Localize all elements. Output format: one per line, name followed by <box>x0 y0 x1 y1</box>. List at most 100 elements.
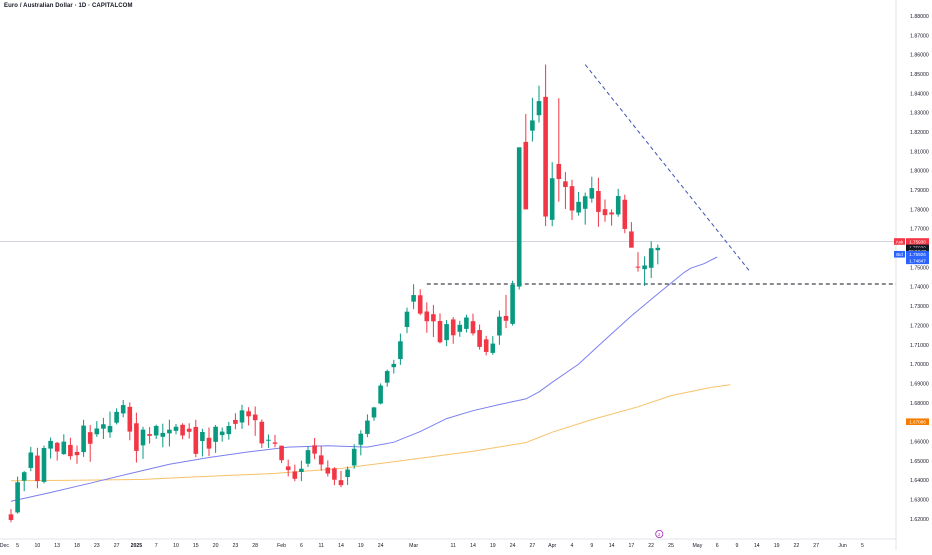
x-tick-label: 19 <box>490 543 496 549</box>
price-label-tag <box>894 250 905 258</box>
x-tick-label: 24 <box>510 543 516 549</box>
price-label-value: 1.67086 <box>909 420 926 425</box>
candle-body <box>35 455 40 482</box>
candle-body <box>536 101 542 116</box>
x-tick-label: 27 <box>813 543 819 549</box>
y-tick-label: 1.85000 <box>910 72 929 78</box>
y-tick-label: 1.62000 <box>910 517 929 523</box>
candle-body <box>8 514 14 520</box>
candle-body <box>398 341 403 360</box>
candle-body <box>549 178 555 220</box>
candle-body <box>345 469 350 478</box>
y-tick-label: 1.63000 <box>910 497 929 503</box>
x-tick-label: 7 <box>155 543 158 549</box>
candle-body <box>167 429 172 434</box>
x-tick-label: 11 <box>451 543 456 549</box>
candle-body <box>503 315 509 321</box>
candle-body <box>569 186 575 211</box>
x-tick-label: 24 <box>378 543 384 549</box>
x-tick-label: 28 <box>252 543 258 549</box>
y-tick-label: 1.73000 <box>910 304 929 310</box>
candle-body <box>279 445 284 461</box>
candle-body <box>424 311 430 322</box>
price-label-value: 1.75926 <box>909 252 926 257</box>
candle-body <box>15 482 20 513</box>
candle-body <box>120 405 126 414</box>
candle-body <box>114 411 119 423</box>
price-label-value: 1.75930 <box>909 239 926 244</box>
candle-body <box>127 406 133 432</box>
price-label: Bid 1.75926 <box>894 250 929 258</box>
event-marker-icon <box>655 530 664 539</box>
y-tick-label: 1.82000 <box>910 130 929 136</box>
candle-body <box>292 471 298 479</box>
candle-body <box>615 196 621 215</box>
candle-body <box>180 424 185 436</box>
candle-body <box>153 425 159 436</box>
x-tick-label: 5 <box>16 543 19 549</box>
x-tick-label: 2025 <box>131 543 143 549</box>
x-tick-label: May <box>692 543 702 549</box>
candle-body <box>68 444 73 457</box>
candle-body <box>299 468 304 473</box>
candle-body <box>186 428 192 432</box>
price-label: Ask 1.75930 <box>894 238 929 245</box>
x-tick-label: 10 <box>35 543 41 549</box>
candle-body <box>457 324 463 332</box>
x-tick-label: 22 <box>648 543 654 549</box>
candle-body <box>655 247 661 251</box>
candle-body <box>384 371 390 383</box>
event-marker-label: 2 <box>658 532 661 537</box>
x-tick-label: Feb <box>277 543 286 549</box>
x-tick-label: Apr <box>548 543 556 549</box>
candle-body <box>193 426 199 454</box>
ma-50-line <box>10 256 718 502</box>
price-label-value: 1.74847 <box>909 259 926 264</box>
candle-body <box>285 466 291 471</box>
y-tick-label: 1.69000 <box>910 381 929 387</box>
y-tick-label: 1.70000 <box>910 362 929 368</box>
candle-body <box>464 317 469 329</box>
candle-body <box>246 411 251 417</box>
candle-body <box>332 468 337 480</box>
candle-body <box>635 266 641 268</box>
candle-body <box>437 320 443 343</box>
y-tick-label: 1.86000 <box>910 53 929 59</box>
x-tick-label: 23 <box>94 543 100 549</box>
y-tick-label: 1.88000 <box>910 14 929 20</box>
candle-body <box>556 163 562 180</box>
x-tick-label: 6 <box>716 543 719 549</box>
price-label-box <box>906 418 929 426</box>
candle-body <box>351 448 357 466</box>
candle-body <box>371 407 377 418</box>
candle-body <box>378 385 383 404</box>
candle-body <box>101 424 106 429</box>
price-label-tag-text: Bid <box>896 252 903 257</box>
candle-body <box>200 431 205 442</box>
x-tick-label: 27 <box>530 543 536 549</box>
candle-body <box>589 188 595 199</box>
candle-body <box>338 480 344 486</box>
candle-body <box>358 433 364 445</box>
candle-body <box>206 437 212 449</box>
candle-body <box>470 321 476 334</box>
candle-body <box>226 425 232 435</box>
x-tick-label: 13 <box>54 543 60 549</box>
y-tick-label: 1.66000 <box>910 439 929 445</box>
candle-body <box>629 231 634 248</box>
x-tick-label: 23 <box>233 543 239 549</box>
candle-body <box>602 209 608 216</box>
candle-body <box>312 445 317 454</box>
candle-body <box>510 284 515 324</box>
candle-body <box>596 191 601 212</box>
candle-body <box>87 432 93 444</box>
candle-body <box>642 265 647 270</box>
y-tick-label: 1.72000 <box>910 323 929 329</box>
candle-body <box>543 96 548 217</box>
candle-body <box>431 314 436 322</box>
x-tick-label: 14 <box>609 543 615 549</box>
x-tick-label: 15 <box>193 543 199 549</box>
